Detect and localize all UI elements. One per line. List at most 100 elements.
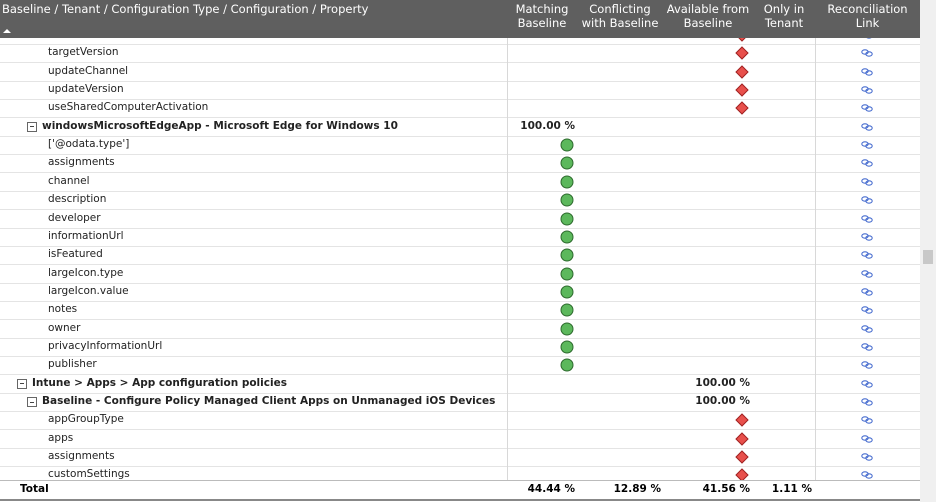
reconciliation-link[interactable]: [861, 415, 873, 425]
reconciliation-link[interactable]: [861, 85, 873, 95]
link-ring[interactable]: [865, 88, 873, 94]
property-label: owner: [48, 321, 81, 334]
link-ring[interactable]: [865, 473, 873, 480]
link-ring[interactable]: [865, 308, 873, 315]
table-row[interactable]: apps: [0, 430, 920, 449]
property-label: targetVersion: [48, 46, 119, 59]
table-row[interactable]: privacyInformationUrl: [0, 338, 920, 357]
reconciliation-link[interactable]: [861, 434, 873, 444]
link-ring[interactable]: [865, 400, 873, 406]
link-ring[interactable]: [865, 363, 873, 370]
link-ring[interactable]: [865, 345, 873, 351]
reconciliation-link[interactable]: [861, 214, 873, 224]
link-ring[interactable]: [865, 180, 873, 186]
status-icon: [560, 285, 574, 299]
available-diamond: [735, 64, 749, 79]
table-row[interactable]: informationUrl: [0, 228, 920, 247]
table-row[interactable]: publisher: [0, 356, 920, 376]
link-ring[interactable]: [865, 455, 873, 461]
matching-circle: [560, 267, 574, 281]
link-ring[interactable]: [865, 124, 873, 131]
reconciliation-link[interactable]: [861, 232, 873, 242]
table-row[interactable]: windowsMicrosoftEdgeApp - Microsoft Edge…: [0, 118, 920, 137]
reconciliation-link[interactable]: [861, 324, 873, 334]
table-row[interactable]: notes: [0, 301, 920, 321]
reconciliation-link[interactable]: [861, 305, 873, 315]
status-icon: [735, 413, 749, 428]
table-row[interactable]: owner: [0, 320, 920, 339]
table-row[interactable]: largeIcon.value: [0, 283, 920, 302]
table-row[interactable]: Intune > Apps > App configuration polici…: [0, 375, 920, 394]
reconciliation-link[interactable]: [861, 379, 873, 389]
reconciliation-link[interactable]: [861, 67, 873, 77]
reconciliation-link[interactable]: [861, 103, 873, 113]
table-row[interactable]: targetVersion: [0, 44, 920, 64]
table-row[interactable]: useSharedComputerActivation: [0, 99, 920, 119]
scrollbar-thumb[interactable]: [923, 250, 933, 264]
reconciliation-link[interactable]: [861, 48, 873, 58]
table-row[interactable]: assignments: [0, 154, 920, 174]
property-label: ['@odata.type']: [48, 138, 130, 151]
column-header[interactable]: Conflicting with Baseline: [581, 2, 659, 30]
column-header[interactable]: Baseline / Tenant / Configuration Type /…: [2, 2, 369, 16]
table-row[interactable]: Baseline - Configure Policy Managed Clie…: [0, 393, 920, 412]
reconciliation-link[interactable]: [861, 452, 873, 462]
reconciliation-link[interactable]: [861, 342, 873, 352]
table-row[interactable]: developer: [0, 210, 920, 229]
available-diamond: [735, 46, 749, 61]
reconciliation-link[interactable]: [861, 287, 873, 297]
property-label: developer: [48, 211, 101, 224]
link-ring[interactable]: [865, 235, 873, 241]
link-ring[interactable]: [865, 326, 873, 333]
table-row[interactable]: appGroupType: [0, 411, 920, 431]
collapse-toggle[interactable]: [27, 397, 37, 407]
link-ring[interactable]: [865, 290, 873, 296]
status-icon: [735, 64, 749, 79]
link-ring[interactable]: [865, 271, 873, 278]
status-icon: [560, 303, 574, 317]
reconciliation-link[interactable]: [861, 250, 873, 260]
column-header[interactable]: Available from Baseline: [666, 2, 750, 30]
reconciliation-link[interactable]: [861, 470, 873, 480]
reconciliation-link[interactable]: [861, 38, 873, 40]
link-ring[interactable]: [865, 143, 873, 149]
reconciliation-link[interactable]: [861, 360, 873, 370]
reconciliation-link[interactable]: [861, 158, 873, 168]
table-row[interactable]: largeIcon.type: [0, 265, 920, 284]
reconciliation-link[interactable]: [861, 122, 873, 132]
reconciliation-link[interactable]: [861, 269, 873, 279]
status-icon: [735, 450, 749, 464]
link-ring[interactable]: [865, 161, 873, 168]
link-ring[interactable]: [865, 253, 873, 259]
reconciliation-link[interactable]: [861, 140, 873, 150]
matching-circle: [560, 358, 574, 372]
collapse-toggle[interactable]: [17, 378, 27, 389]
column-header[interactable]: Only in Tenant: [763, 2, 805, 30]
table-row[interactable]: isFeatured: [0, 246, 920, 266]
collapse-toggle[interactable]: [27, 121, 37, 132]
link-ring[interactable]: [865, 381, 873, 388]
link-ring[interactable]: [865, 106, 873, 113]
link-ring[interactable]: [865, 198, 873, 204]
link-ring[interactable]: [865, 69, 873, 76]
link-ring[interactable]: [865, 418, 873, 425]
sort-arrow[interactable]: [3, 28, 11, 34]
table-row[interactable]: channel: [0, 173, 920, 192]
link-ring[interactable]: [865, 51, 873, 58]
reconciliation-link[interactable]: [861, 177, 873, 187]
table-row[interactable]: assignments: [0, 448, 920, 468]
property-label: isFeatured: [48, 248, 103, 261]
column-header[interactable]: Reconciliation Link: [827, 2, 908, 30]
table-row[interactable]: updateChannel: [0, 63, 920, 82]
column-header[interactable]: Matching Baseline: [515, 2, 569, 30]
reconciliation-link[interactable]: [861, 397, 873, 407]
status-icon: [560, 175, 574, 189]
link-ring[interactable]: [865, 436, 873, 443]
link-ring[interactable]: [865, 216, 873, 223]
table-row[interactable]: customSettings: [0, 466, 920, 480]
table-row[interactable]: ['@odata.type']: [0, 136, 920, 156]
reconciliation-link[interactable]: [861, 195, 873, 205]
table-row[interactable]: updateVersion: [0, 81, 920, 101]
table-row[interactable]: description: [0, 191, 920, 211]
table-row[interactable]: [0, 38, 920, 45]
